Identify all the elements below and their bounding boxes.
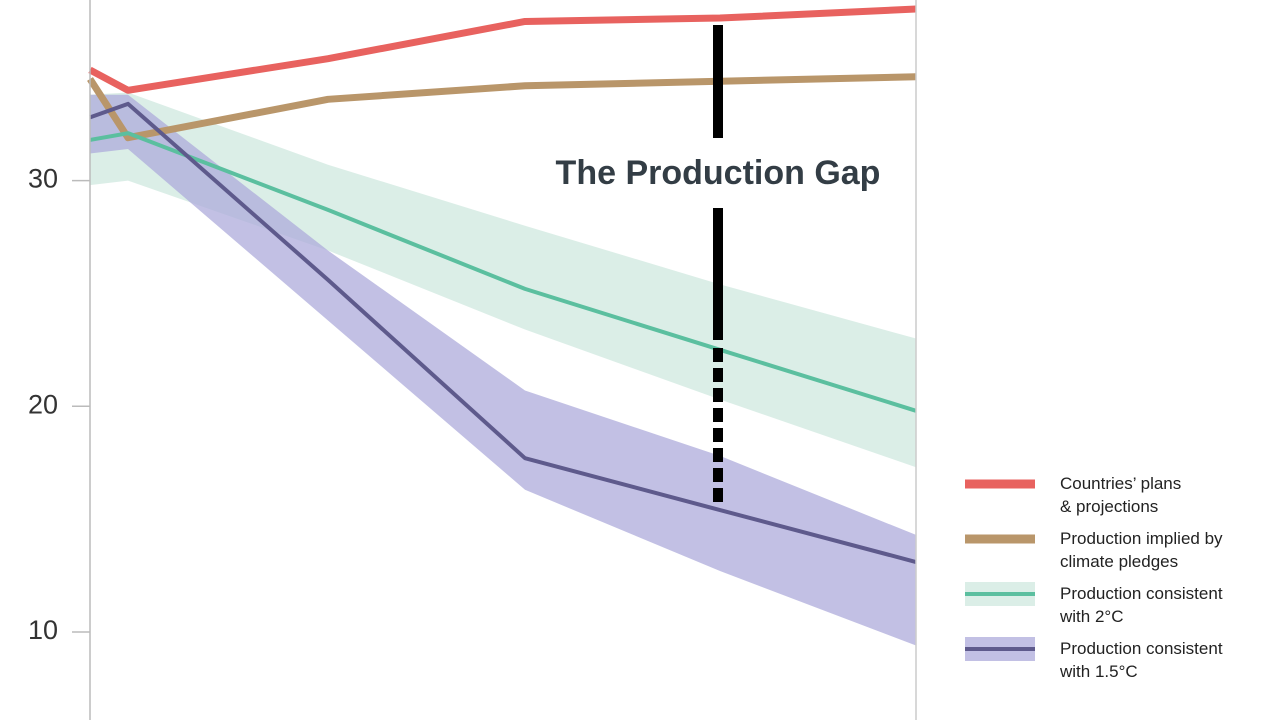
legend-item: Production consistent with 1.5°C xyxy=(960,635,1270,690)
line xyxy=(89,131,917,413)
y-tick-label: 10 xyxy=(28,615,58,645)
legend-swatch xyxy=(965,582,1035,606)
legend-swatch xyxy=(965,534,1035,544)
y-tick-label: 30 xyxy=(28,164,58,194)
legend-swatch xyxy=(965,479,1035,489)
legend-label: Production consistent with 1.5°C xyxy=(1060,639,1223,681)
line xyxy=(89,101,917,564)
legend-label: Production consistent with 2°C xyxy=(1060,584,1223,626)
legend-item: Production consistent with 2°C xyxy=(960,580,1270,635)
annotation: The Production Gap xyxy=(556,154,881,192)
legend: Countries’ plans & projections Production… xyxy=(960,470,1270,690)
legend-item: Countries’ plans & projections xyxy=(960,470,1270,525)
legend-label: Countries’ plans & projections xyxy=(1060,474,1182,516)
legend-swatch xyxy=(965,637,1035,661)
line xyxy=(87,73,917,142)
line xyxy=(88,5,917,94)
legend-item: Production implied by climate pledges xyxy=(960,525,1270,580)
legend-label: Production implied by climate pledges xyxy=(1060,529,1223,571)
plot-area xyxy=(87,5,917,646)
y-tick-label: 20 xyxy=(28,389,58,419)
